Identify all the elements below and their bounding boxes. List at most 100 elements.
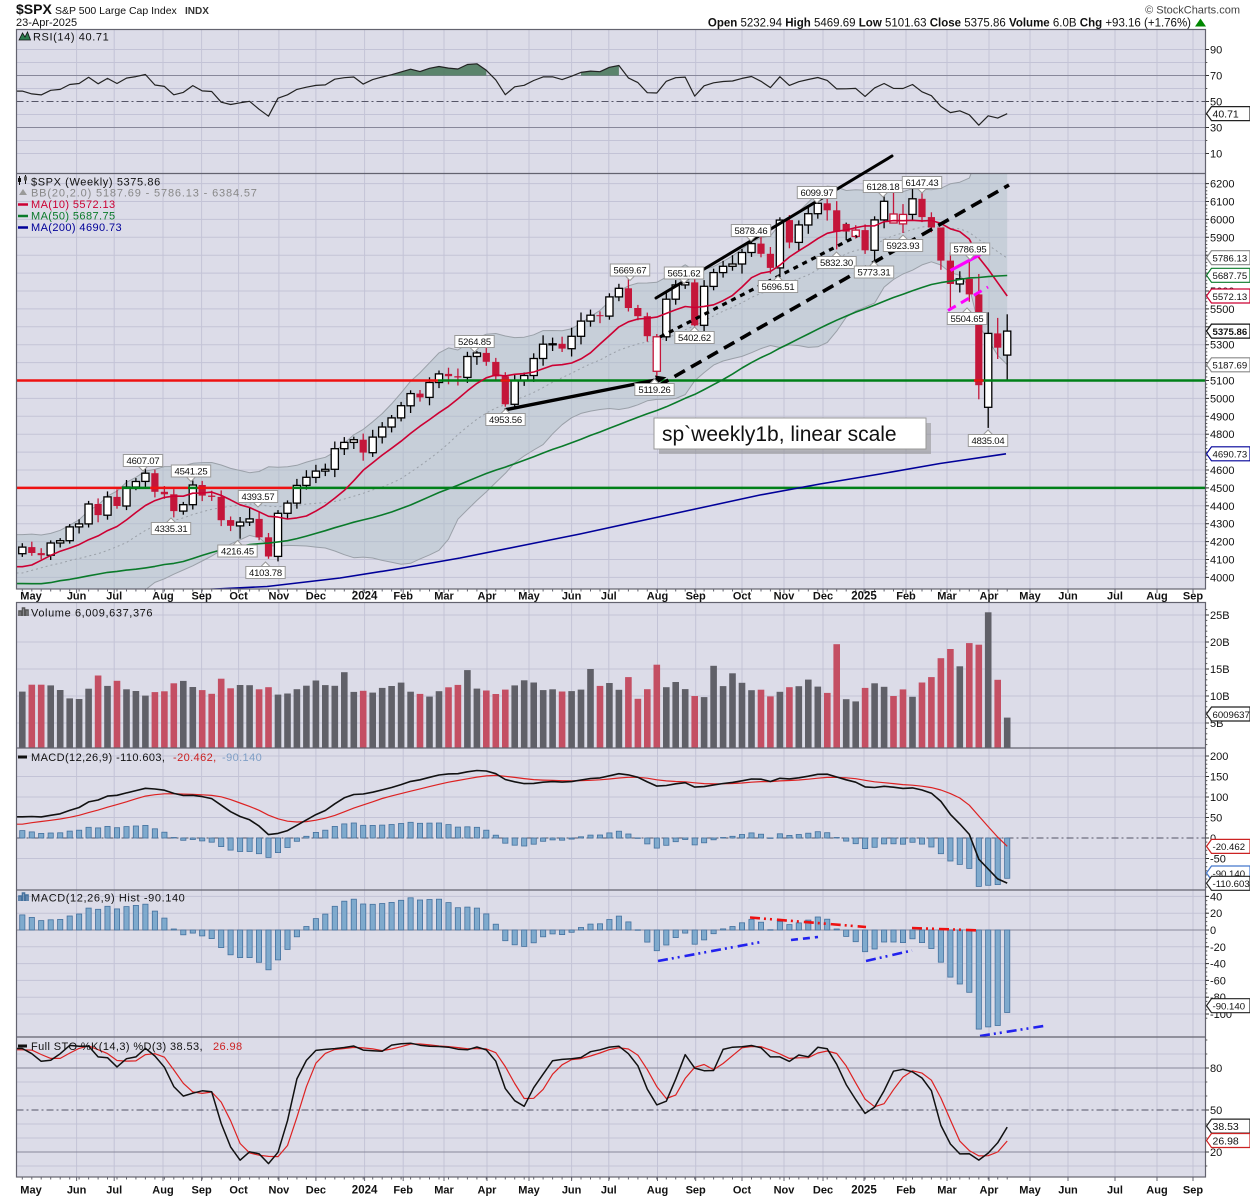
svg-text:4835.04: 4835.04 bbox=[972, 436, 1005, 447]
svg-text:Jun: Jun bbox=[1058, 1185, 1078, 1197]
svg-text:May: May bbox=[20, 591, 42, 603]
svg-text:Jun: Jun bbox=[562, 1185, 582, 1197]
svg-text:Apr: Apr bbox=[980, 591, 1000, 603]
svg-text:Nov: Nov bbox=[774, 591, 796, 603]
svg-text:4393.57: 4393.57 bbox=[242, 492, 275, 503]
svg-text:0: 0 bbox=[1210, 925, 1216, 937]
svg-text:4541.25: 4541.25 bbox=[175, 467, 208, 478]
svg-text:6009637: 6009637 bbox=[1213, 710, 1250, 721]
svg-text:40: 40 bbox=[1210, 891, 1222, 903]
svg-text:50: 50 bbox=[1210, 813, 1222, 825]
svg-text:Oct: Oct bbox=[733, 1185, 752, 1197]
svg-text:20: 20 bbox=[1210, 908, 1222, 920]
svg-text:Sep: Sep bbox=[192, 1185, 212, 1197]
svg-text:INDX: INDX bbox=[185, 6, 209, 17]
svg-text:May: May bbox=[1019, 1185, 1041, 1197]
svg-text:5375.86: 5375.86 bbox=[1213, 327, 1248, 338]
svg-text:Mar: Mar bbox=[937, 1185, 957, 1197]
svg-text:4500: 4500 bbox=[1210, 483, 1234, 495]
svg-text:$SPX: $SPX bbox=[16, 1, 52, 17]
svg-text:2024: 2024 bbox=[352, 591, 378, 603]
svg-text:Jun: Jun bbox=[1058, 591, 1078, 603]
svg-text:5402.62: 5402.62 bbox=[678, 333, 711, 344]
svg-text:5923.93: 5923.93 bbox=[887, 241, 920, 252]
svg-text:-40: -40 bbox=[1210, 959, 1226, 971]
svg-text:MACD(12,26,9) Hist -90.140: MACD(12,26,9) Hist -90.140 bbox=[31, 893, 185, 905]
svg-text:Feb: Feb bbox=[896, 1185, 916, 1197]
svg-text:© StockCharts.com: © StockCharts.com bbox=[1145, 5, 1240, 17]
svg-text:Sep: Sep bbox=[686, 591, 706, 603]
svg-text:Dec: Dec bbox=[306, 591, 326, 603]
svg-text:5651.62: 5651.62 bbox=[668, 269, 701, 280]
svg-text:5572.13: 5572.13 bbox=[1213, 292, 1248, 303]
svg-text:Nov: Nov bbox=[774, 1185, 796, 1197]
svg-text:5300: 5300 bbox=[1210, 340, 1234, 352]
svg-text:6200: 6200 bbox=[1210, 179, 1234, 191]
svg-text:MACD(12,26,9) -110.603,: MACD(12,26,9) -110.603, bbox=[31, 752, 165, 764]
svg-text:40.71: 40.71 bbox=[1213, 108, 1239, 120]
svg-text:Sep: Sep bbox=[1183, 591, 1203, 603]
svg-text:4100: 4100 bbox=[1210, 555, 1234, 567]
svg-text:Feb: Feb bbox=[393, 591, 413, 603]
svg-text:Jun: Jun bbox=[562, 591, 582, 603]
svg-text:6147.43: 6147.43 bbox=[906, 178, 939, 189]
svg-text:Mar: Mar bbox=[434, 1185, 454, 1197]
svg-text:150: 150 bbox=[1210, 772, 1228, 784]
svg-text:Jun: Jun bbox=[67, 591, 87, 603]
svg-text:5669.67: 5669.67 bbox=[614, 266, 647, 277]
svg-text:4400: 4400 bbox=[1210, 501, 1234, 513]
svg-text:Jul: Jul bbox=[601, 1185, 617, 1197]
svg-text:5100: 5100 bbox=[1210, 376, 1234, 388]
svg-text:5119.26: 5119.26 bbox=[638, 385, 670, 396]
svg-text:4000: 4000 bbox=[1210, 572, 1234, 584]
svg-text:Jul: Jul bbox=[106, 591, 122, 603]
svg-text:25B: 25B bbox=[1210, 610, 1230, 622]
svg-text:Jul: Jul bbox=[1107, 1185, 1123, 1197]
svg-text:S&P 500 Large Cap Index: S&P 500 Large Cap Index bbox=[55, 5, 178, 17]
svg-text:4300: 4300 bbox=[1210, 519, 1234, 531]
svg-text:4900: 4900 bbox=[1210, 411, 1234, 423]
svg-text:RSI(14) 40.71: RSI(14) 40.71 bbox=[33, 32, 109, 44]
svg-text:5786.13: 5786.13 bbox=[1213, 254, 1248, 265]
svg-text:Oct: Oct bbox=[229, 1185, 248, 1197]
svg-text:Sep: Sep bbox=[1183, 1185, 1203, 1197]
svg-text:26.98: 26.98 bbox=[1213, 1135, 1239, 1147]
svg-text:90: 90 bbox=[1210, 45, 1222, 57]
svg-text:-90.140: -90.140 bbox=[1213, 869, 1246, 880]
svg-text:200: 200 bbox=[1210, 751, 1228, 763]
svg-text:Oct: Oct bbox=[733, 591, 752, 603]
svg-text:5878.46: 5878.46 bbox=[735, 226, 768, 237]
svg-text:6000: 6000 bbox=[1210, 214, 1234, 226]
svg-text:Aug: Aug bbox=[1146, 591, 1167, 603]
svg-text:Aug: Aug bbox=[1146, 1185, 1167, 1197]
svg-text:Feb: Feb bbox=[393, 1185, 413, 1197]
svg-text:10B: 10B bbox=[1210, 691, 1230, 703]
svg-text:15B: 15B bbox=[1210, 664, 1230, 676]
svg-text:4690.73: 4690.73 bbox=[1213, 450, 1248, 461]
svg-text:26.98: 26.98 bbox=[213, 1041, 243, 1053]
svg-text:70: 70 bbox=[1210, 71, 1222, 83]
svg-text:10: 10 bbox=[1210, 149, 1222, 161]
svg-text:Sep: Sep bbox=[686, 1185, 706, 1197]
svg-text:23-Apr-2025: 23-Apr-2025 bbox=[16, 17, 77, 29]
svg-text:Jul: Jul bbox=[1107, 591, 1123, 603]
svg-text:6099.97: 6099.97 bbox=[801, 188, 834, 199]
svg-text:5900: 5900 bbox=[1210, 232, 1234, 244]
svg-text:Open 5232.94 High 5469.69: Open 5232.94 High 5469.69 Low 5101.63 Cl… bbox=[708, 18, 1191, 30]
svg-text:5832.30: 5832.30 bbox=[820, 258, 853, 269]
svg-text:Volume 6,009,637,376: Volume 6,009,637,376 bbox=[31, 608, 153, 620]
svg-text:2025: 2025 bbox=[851, 591, 877, 603]
svg-text:Jun: Jun bbox=[67, 1185, 87, 1197]
svg-text:Full STO %K(14,3) %D(3) 38.53,: Full STO %K(14,3) %D(3) 38.53, bbox=[31, 1041, 203, 1053]
svg-text:MA(50) 5687.75: MA(50) 5687.75 bbox=[31, 211, 115, 223]
svg-text:4216.45: 4216.45 bbox=[221, 547, 254, 558]
svg-text:Apr: Apr bbox=[478, 591, 498, 603]
svg-text:Nov: Nov bbox=[269, 591, 291, 603]
svg-text:Dec: Dec bbox=[306, 1185, 326, 1197]
svg-text:4200: 4200 bbox=[1210, 537, 1234, 549]
svg-text:Nov: Nov bbox=[269, 1185, 291, 1197]
svg-text:Aug: Aug bbox=[152, 1185, 173, 1197]
svg-text:80: 80 bbox=[1210, 1063, 1222, 1075]
svg-text:4335.31: 4335.31 bbox=[155, 524, 188, 535]
svg-text:5500: 5500 bbox=[1210, 304, 1234, 316]
